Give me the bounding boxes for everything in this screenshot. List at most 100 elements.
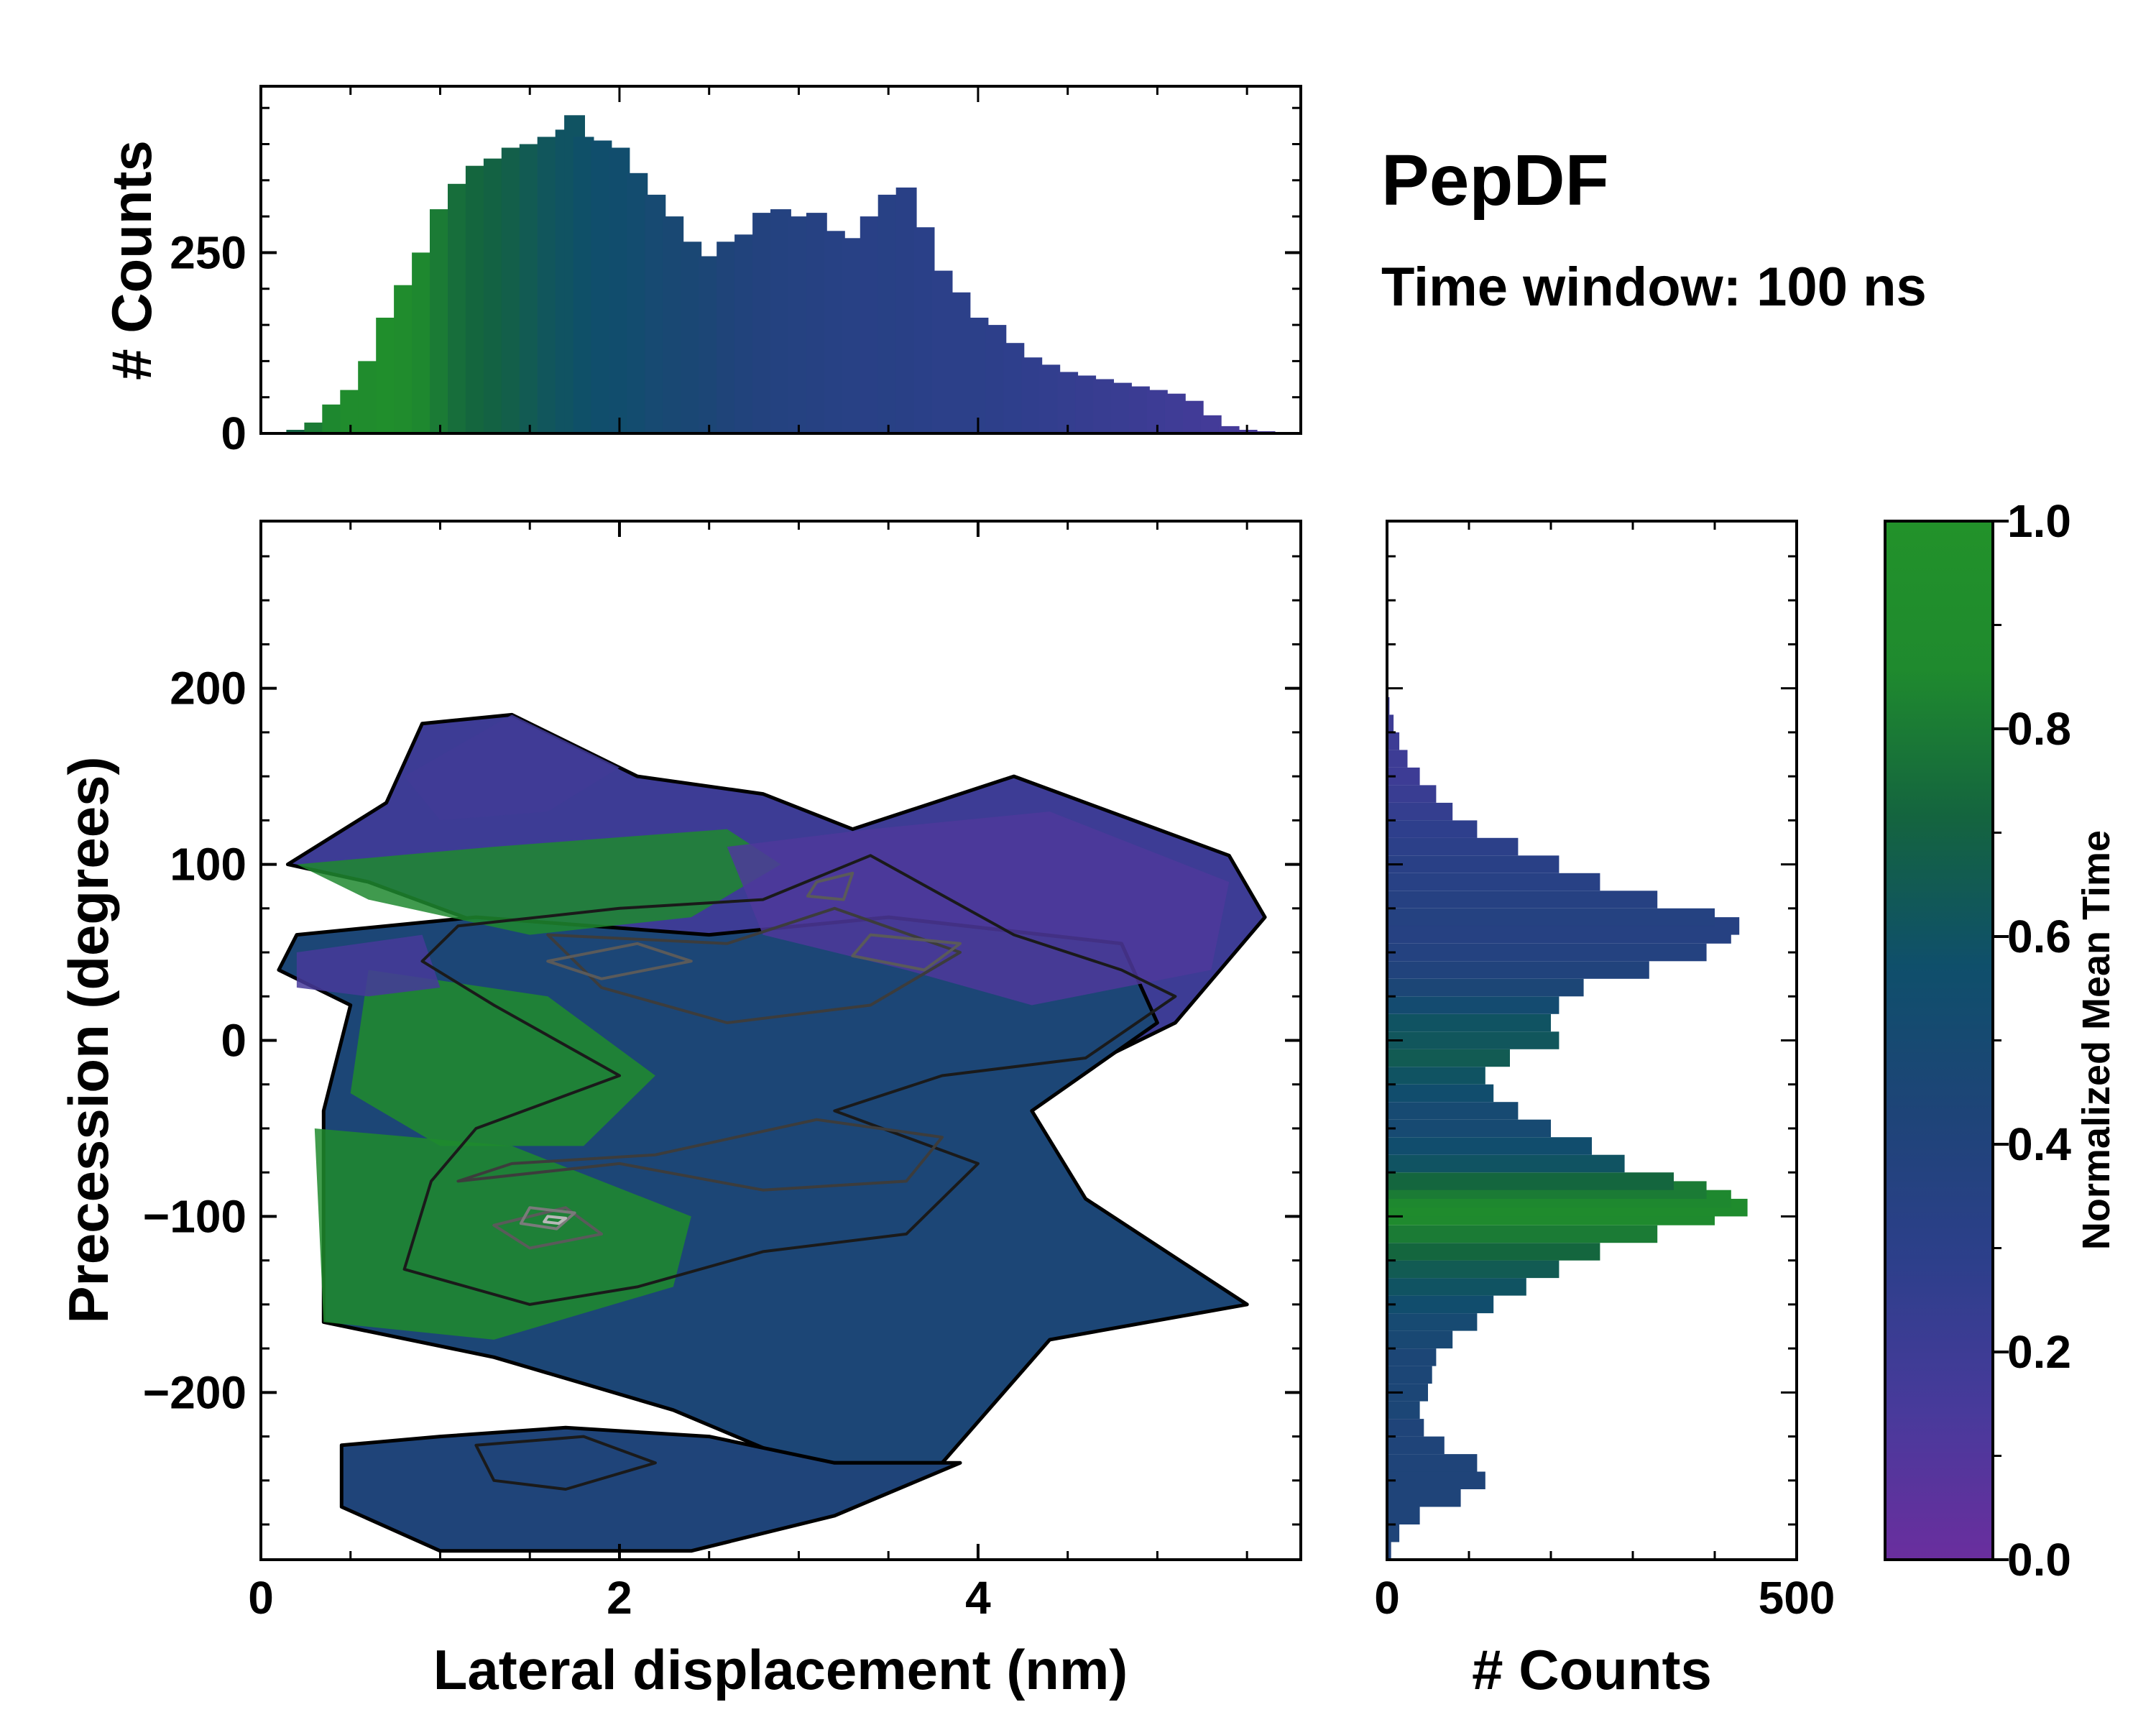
right-histogram-bar <box>1387 1524 1400 1542</box>
right-histogram-bar <box>1387 1225 1658 1243</box>
contour-line-1 <box>402 854 1177 1306</box>
top-histogram-bar <box>430 209 451 433</box>
right-histogram-bar <box>1387 1154 1625 1173</box>
main-xtick-label: 2 <box>607 1572 632 1624</box>
right-histogram-bar <box>1387 1454 1478 1472</box>
top-histogram-bar <box>1039 364 1061 433</box>
main-ytick-label: −200 <box>143 1366 247 1418</box>
contour-line-10 <box>806 871 854 901</box>
top-histogram-bar <box>465 165 487 433</box>
right-histogram-bar <box>1387 802 1453 821</box>
top-histogram-bar <box>304 422 326 433</box>
colorbar-tick-label: 1.0 <box>2007 495 2071 547</box>
top-histogram-bar <box>322 404 344 434</box>
heatmap-region-green-lower <box>314 1128 691 1340</box>
contour-line-4 <box>474 1435 657 1491</box>
right-histogram-bar <box>1387 1119 1551 1138</box>
top-histogram-bar <box>681 242 702 433</box>
right-histogram-bar <box>1387 1172 1674 1190</box>
top-histogram-bar <box>519 144 540 433</box>
right-histogram-bar <box>1387 1295 1494 1314</box>
contour-line-6 <box>851 933 962 972</box>
top-ytick-label: 0 <box>221 408 247 459</box>
top-histogram-bar <box>967 318 989 433</box>
right-histogram-bar <box>1387 873 1600 891</box>
main-ytick-label: 100 <box>170 839 247 891</box>
right-histogram-bar <box>1387 943 1707 962</box>
top-histogram-bar <box>913 227 935 433</box>
top-histogram-bar <box>824 231 845 434</box>
top-histogram-bar <box>645 194 666 433</box>
top-histogram-bar <box>1218 426 1240 433</box>
colorbar-ticks: 0.0 0.2 0.4 0.6 0.8 1.0 <box>1993 495 2071 1586</box>
right-histogram-bar <box>1387 908 1715 926</box>
right-histogram-bar <box>1387 855 1560 873</box>
heatmap-region-purple-upper-left <box>404 714 619 821</box>
right-histogram-bar <box>1387 961 1649 979</box>
right-histogram-bar <box>1387 1084 1494 1103</box>
right-histogram-bar <box>1387 1330 1453 1349</box>
main-ytick-label: −100 <box>143 1190 247 1242</box>
right-histogram-bar <box>1387 978 1584 997</box>
top-histogram-bar <box>573 137 594 433</box>
top-histogram-bar <box>1164 393 1186 433</box>
right-histogram-bar <box>1387 1049 1510 1067</box>
right-histogram-bar <box>1387 1243 1600 1261</box>
top-histogram-bar <box>931 270 953 433</box>
main-heatmap: 0 2 4 −200 −100 0 100 200 Lateral displacement … <box>57 520 1302 1701</box>
right-histogram-bar <box>1387 785 1437 803</box>
top-histogram-bar <box>895 187 917 433</box>
top-histogram-bar <box>501 147 522 433</box>
colorbar-tick-label: 0.8 <box>2007 703 2071 755</box>
top-histogram-bar <box>1003 343 1025 433</box>
main-heatmap-ylabel: Precession (degrees) <box>57 756 120 1323</box>
contour-line-3 <box>456 1118 944 1192</box>
top-histogram-bar <box>663 216 684 433</box>
heatmap-region-lower-lobe <box>339 1425 962 1553</box>
top-histogram-bar <box>788 216 809 433</box>
main-xtick-label: 4 <box>965 1572 991 1624</box>
colorbar-tick-label: 0.2 <box>2007 1326 2071 1378</box>
top-histogram-bar <box>1021 357 1043 433</box>
top-histogram-bar <box>842 238 863 433</box>
right-histogram-bar <box>1387 1348 1437 1366</box>
top-histogram-frame <box>259 85 1302 435</box>
top-histogram-bar <box>609 147 630 433</box>
top-histogram-bar <box>877 194 899 433</box>
top-histogram-bar <box>1075 375 1097 433</box>
right-histogram-bar <box>1387 750 1408 768</box>
top-histogram-bar <box>752 213 773 433</box>
top-histogram-bar <box>1057 372 1079 433</box>
right-histogram-bar <box>1387 1278 1526 1296</box>
colorbar-tick-label: 0.6 <box>2007 911 2071 962</box>
right-histogram-bar <box>1387 1542 1391 1560</box>
right-histogram-bars <box>1387 696 1748 1560</box>
right-histogram-bar <box>1387 1067 1485 1085</box>
top-histogram-bar <box>1129 386 1150 433</box>
contour-line-5 <box>546 942 693 980</box>
top-histogram-bar <box>412 252 433 433</box>
top-histogram-bar <box>949 292 971 433</box>
top-histogram-bar <box>717 242 738 433</box>
right-histogram-bar <box>1387 714 1394 732</box>
right-histogram-bar <box>1387 1260 1560 1279</box>
top-ytick-label: 250 <box>170 226 247 278</box>
right-histogram-bar <box>1387 1401 1420 1420</box>
top-histogram-bar <box>627 172 648 434</box>
top-histogram-bar <box>985 325 1007 433</box>
right-histogram-bar <box>1387 996 1560 1014</box>
top-histogram-bar <box>806 213 827 433</box>
heatmap-region-purple-mid-left <box>296 934 441 997</box>
top-histogram-bar <box>358 361 379 433</box>
right-xtick-label: 500 <box>1759 1572 1835 1624</box>
colorbar-tick-label: 0.0 <box>2007 1534 2071 1586</box>
main-xtick-label: 0 <box>248 1572 274 1624</box>
right-histogram-bar <box>1387 1436 1445 1455</box>
contour-line-8 <box>519 1206 576 1230</box>
figure-subtitle: Time window: 100 ns <box>1381 257 1927 318</box>
right-histogram-bar <box>1387 820 1478 838</box>
heatmap-regions <box>277 712 1267 1553</box>
top-histogram-bar <box>770 209 791 433</box>
heatmap-region-green-center <box>350 970 655 1146</box>
